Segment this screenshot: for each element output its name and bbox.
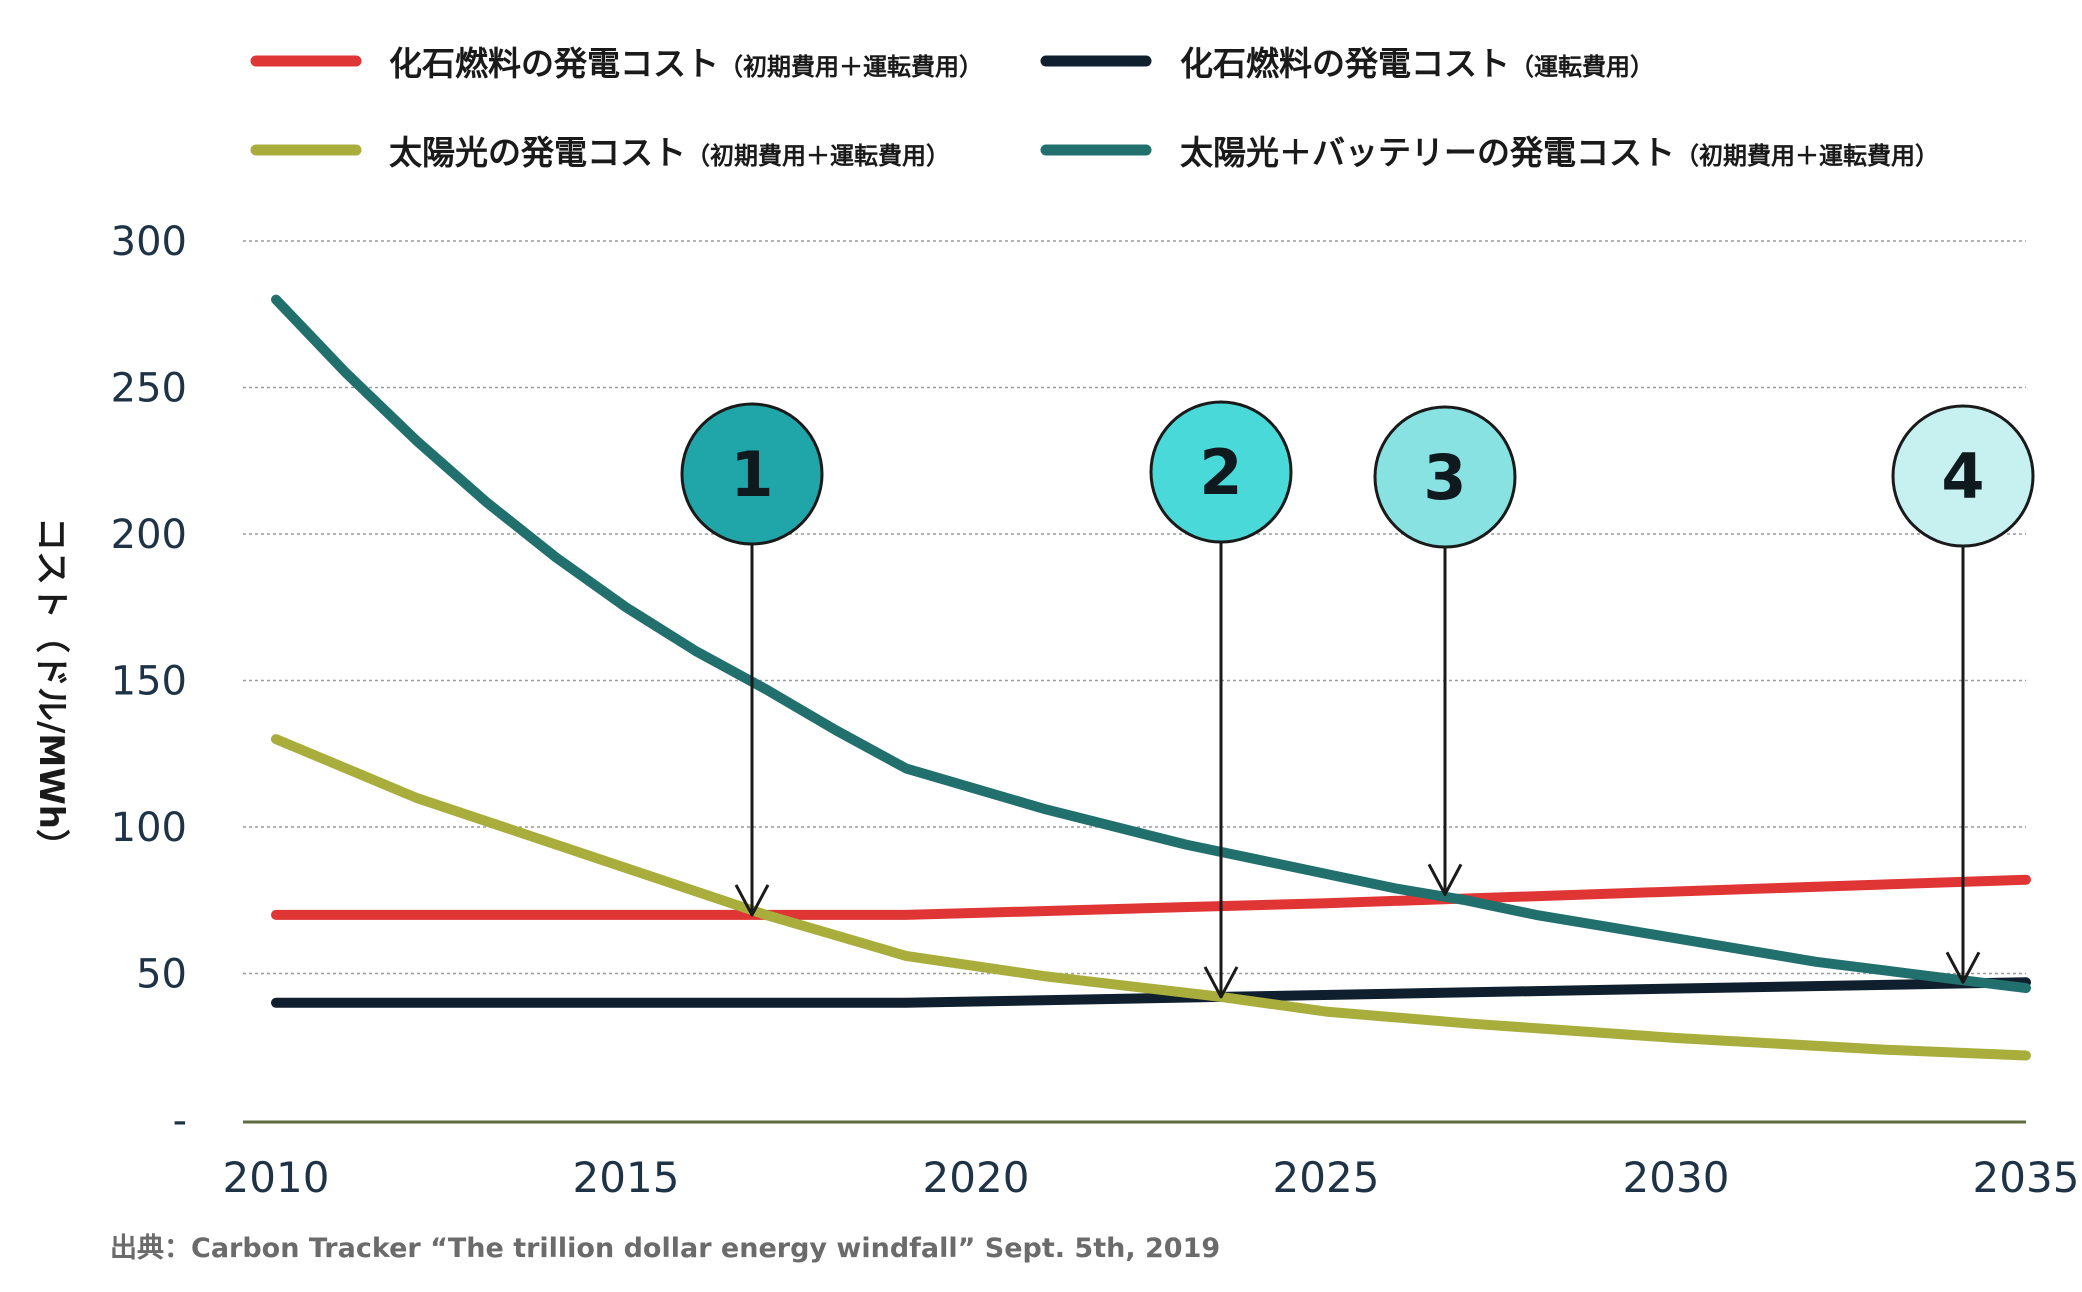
y-tick-label: 100 (111, 805, 187, 851)
legend-label-note: （初期費用＋運転費用） (719, 53, 983, 81)
x-tick-label: 2010 (223, 1153, 330, 1202)
legend-label: 化石燃料の発電コスト（運転費用） (1180, 44, 1654, 83)
series-line-1 (271, 874, 2031, 920)
marker-number: 3 (1423, 441, 1466, 514)
marker-number: 1 (730, 438, 773, 511)
marker-number: 4 (1941, 440, 1984, 513)
series-line-3 (271, 734, 2031, 1061)
marker-circle (680, 402, 824, 546)
legend: 化石燃料の発電コスト（初期費用＋運転費用） 化石燃料の発電コスト（運転費用）太陽光… (250, 44, 1939, 172)
marker-arrow-head (1427, 863, 1463, 896)
source-note: 出典：Carbon Tracker “The trillion dollar e… (110, 1233, 1220, 1264)
legend-label: 太陽光＋バッテリーの発電コスト（初期費用＋運転費用） (1180, 133, 1939, 172)
gridlines (243, 240, 2026, 975)
y-tick-label: 250 (111, 366, 187, 412)
y-tick-label: 300 (111, 219, 187, 265)
axes: - 50 100 150 200 250 300 2010 2015 2020 2025 2030 20… (111, 219, 2080, 1202)
x-tick-label: 2030 (1623, 1153, 1730, 1202)
y-axis-label: コスト（ドル/MWh） (31, 517, 71, 863)
legend-label-main: 太陽光＋バッテリーの発電コスト (1180, 133, 1675, 172)
legend-label-main: 化石燃料の発電コスト (389, 44, 719, 83)
legend-label-main: 太陽光の発電コスト (389, 133, 686, 172)
marker-arrow-head (734, 884, 770, 917)
marker-circle (1891, 404, 2035, 548)
legend-label-main: 化石燃料の発電コスト (1180, 44, 1510, 83)
x-tick-label: 2020 (923, 1153, 1030, 1202)
marker-number: 2 (1199, 436, 1242, 509)
legend-label: 化石燃料の発電コスト（初期費用＋運転費用） (389, 44, 983, 83)
legend-label: 太陽光の発電コスト（初期費用＋運転費用） (389, 133, 950, 172)
marker-arrow-head (1203, 966, 1239, 999)
legend-label-note: （初期費用＋運転費用） (686, 142, 950, 170)
y-tick-label: 150 (111, 659, 187, 705)
series-lines (271, 294, 2031, 1061)
x-tick-label: 2035 (1973, 1153, 2080, 1202)
y-tick-label: - (173, 1098, 187, 1144)
callout-markers: 1 2 3 4 (680, 400, 2035, 999)
series-line-4 (271, 294, 2031, 994)
marker-circle (1373, 405, 1517, 549)
marker-circle (1149, 400, 1293, 544)
y-tick-label: 50 (136, 952, 187, 998)
legend-label-note: （初期費用＋運転費用） (1675, 142, 1939, 170)
y-tick-label: 200 (111, 512, 187, 558)
legend-label-note: （運転費用） (1510, 53, 1654, 81)
x-tick-label: 2025 (1273, 1153, 1380, 1202)
x-tick-label: 2015 (573, 1153, 680, 1202)
marker-arrow-head (1945, 951, 1981, 984)
